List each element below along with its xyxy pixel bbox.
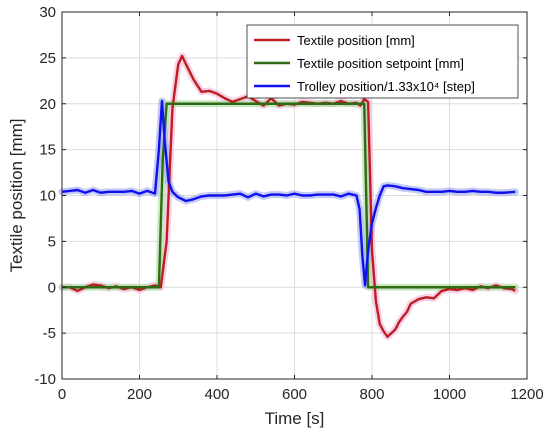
- series-layer: [58, 52, 519, 341]
- x-tick-label: 800: [359, 386, 384, 403]
- y-tick-label: 10: [39, 188, 56, 205]
- x-axis: 0 200 400 600 800 1000 1200: [58, 12, 544, 403]
- x-tick-label: 1200: [510, 386, 543, 403]
- y-tick-label: 25: [39, 50, 56, 67]
- y-tick-label: 5: [48, 233, 56, 250]
- x-tick-label: 200: [127, 386, 152, 403]
- y-axis: -10 -5 0 5 10 15 20 25 30: [34, 4, 527, 388]
- legend-label-1: Textile position setpoint [mm]: [297, 56, 464, 71]
- y-axis-title: Textile position [mm]: [7, 119, 26, 273]
- legend: Textile position [mm] Textile position se…: [246, 24, 519, 99]
- x-tick-label: 600: [282, 386, 307, 403]
- legend-label-0: Textile position [mm]: [297, 33, 415, 48]
- y-tick-label: 20: [39, 96, 56, 113]
- legend-label-2: Trolley position/1.33x10⁴ [step]: [297, 79, 475, 94]
- legend-box: [246, 24, 519, 99]
- series-1-line: [62, 102, 516, 289]
- x-tick-label: 0: [58, 386, 66, 403]
- y-tick-label: 0: [48, 279, 56, 296]
- x-axis-title: Time [s]: [265, 409, 325, 428]
- y-tick-label: 30: [39, 4, 56, 21]
- y-tick-label: 15: [39, 142, 56, 159]
- y-tick-label: -10: [34, 371, 56, 388]
- x-tick-label: 1000: [433, 386, 466, 403]
- series-2-line: [61, 99, 516, 287]
- x-tick-label: 400: [204, 386, 229, 403]
- y-tick-label: -5: [43, 325, 56, 342]
